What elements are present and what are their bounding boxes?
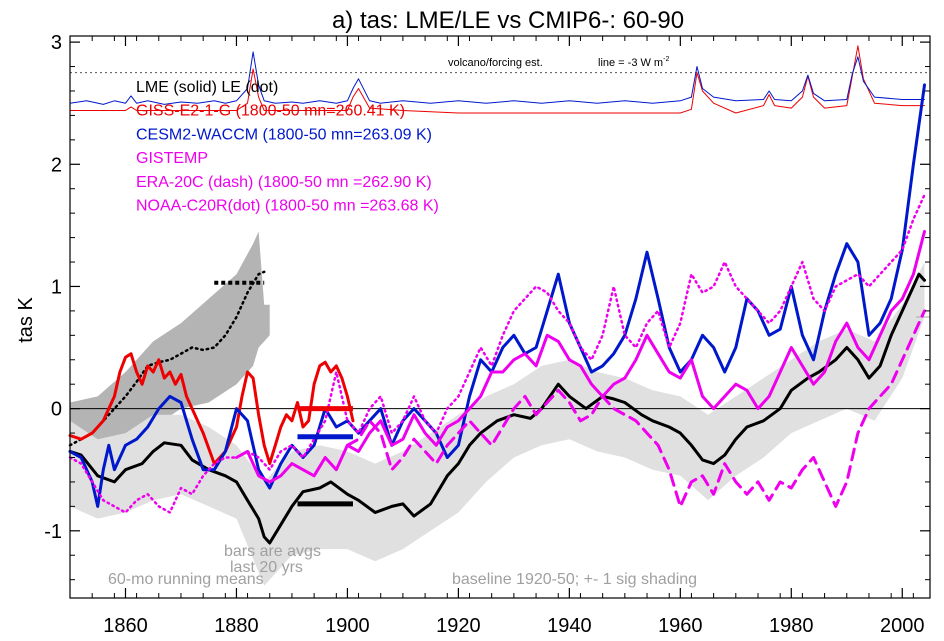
avg-bars-layer [214, 280, 353, 507]
legend-entry-6: NOAA-C20R(dot) (1800-50 mn =263.68 K) [136, 198, 439, 215]
y-tick-label: 3 [51, 32, 62, 54]
legend-entry-2: GISS-E2-1-G (1800-50 mn=260.41 K) [136, 103, 405, 120]
legend-entry-4: GISTEMP [136, 150, 208, 167]
legend-entry-3: CESM2-WACCM (1800-50 mn=263.09 K) [136, 126, 432, 143]
band-lme-spread [70, 262, 925, 586]
series-giss-e2-1-g [68, 352, 355, 466]
series-cesm-forcing [69, 51, 925, 105]
series-cesm2-waccm [68, 83, 926, 508]
baseline-annotation: baseline 1920-50; +- 1 sig shading [452, 571, 697, 588]
shading-layer [70, 231, 925, 586]
y-axis-label: tas K [15, 297, 37, 343]
legend: LME (solid) LE (dot) GISS-E2-1-G (1800-50… [136, 79, 439, 215]
x-tick-label: 1900 [325, 615, 370, 637]
forcing-line-annotation: line = -3 W m-2 [598, 56, 669, 69]
x-tick-label: 2000 [880, 615, 925, 637]
y-tick-label: 1 [51, 276, 62, 298]
bars-annotation-line1: bars are avgs [224, 543, 321, 560]
series-noaa-c20r [68, 193, 926, 514]
band-le-spread [70, 231, 270, 488]
series-layer [68, 83, 926, 545]
running-mean-annotation: 60-mo running means [108, 571, 264, 588]
series-lme [68, 272, 926, 545]
series-giss-forcing [69, 45, 925, 114]
x-tick-label: 1940 [547, 615, 592, 637]
x-tick-label: 1960 [658, 615, 703, 637]
y-tick-label: 2 [51, 154, 62, 176]
series-gistemp [235, 230, 926, 484]
axes-layer: -1 0 1 2 3 1860 1880 1900 1920 1940 1960 1980 2000 [44, 32, 931, 637]
plot-frame [69, 35, 931, 599]
chart-title: a) tas: LME/LE vs CMIP6-: 60-90 [332, 7, 684, 34]
y-tick-label: -1 [44, 521, 62, 543]
forcing-layer [69, 45, 925, 114]
x-tick-label: 1880 [214, 615, 259, 637]
forcing-line-annotation-text: line = -3 W m [598, 57, 663, 69]
x-tick-label: 1980 [769, 615, 814, 637]
series-era-20c [345, 309, 926, 508]
y-tick-label: 0 [51, 399, 62, 421]
bars-annotation-line2: last 20 yrs [230, 559, 303, 576]
legend-entry-1: LME (solid) LE (dot) [136, 79, 278, 96]
volcano-annotation: volcano/forcing est. [448, 57, 543, 69]
forcing-line-annotation-sup: -2 [663, 56, 669, 63]
x-tick-label: 1860 [103, 615, 148, 637]
x-tick-label: 1920 [436, 615, 481, 637]
series-le [68, 270, 266, 447]
legend-entry-5: ERA-20C (dash) (1800-50 mn =262.90 K) [136, 174, 432, 191]
